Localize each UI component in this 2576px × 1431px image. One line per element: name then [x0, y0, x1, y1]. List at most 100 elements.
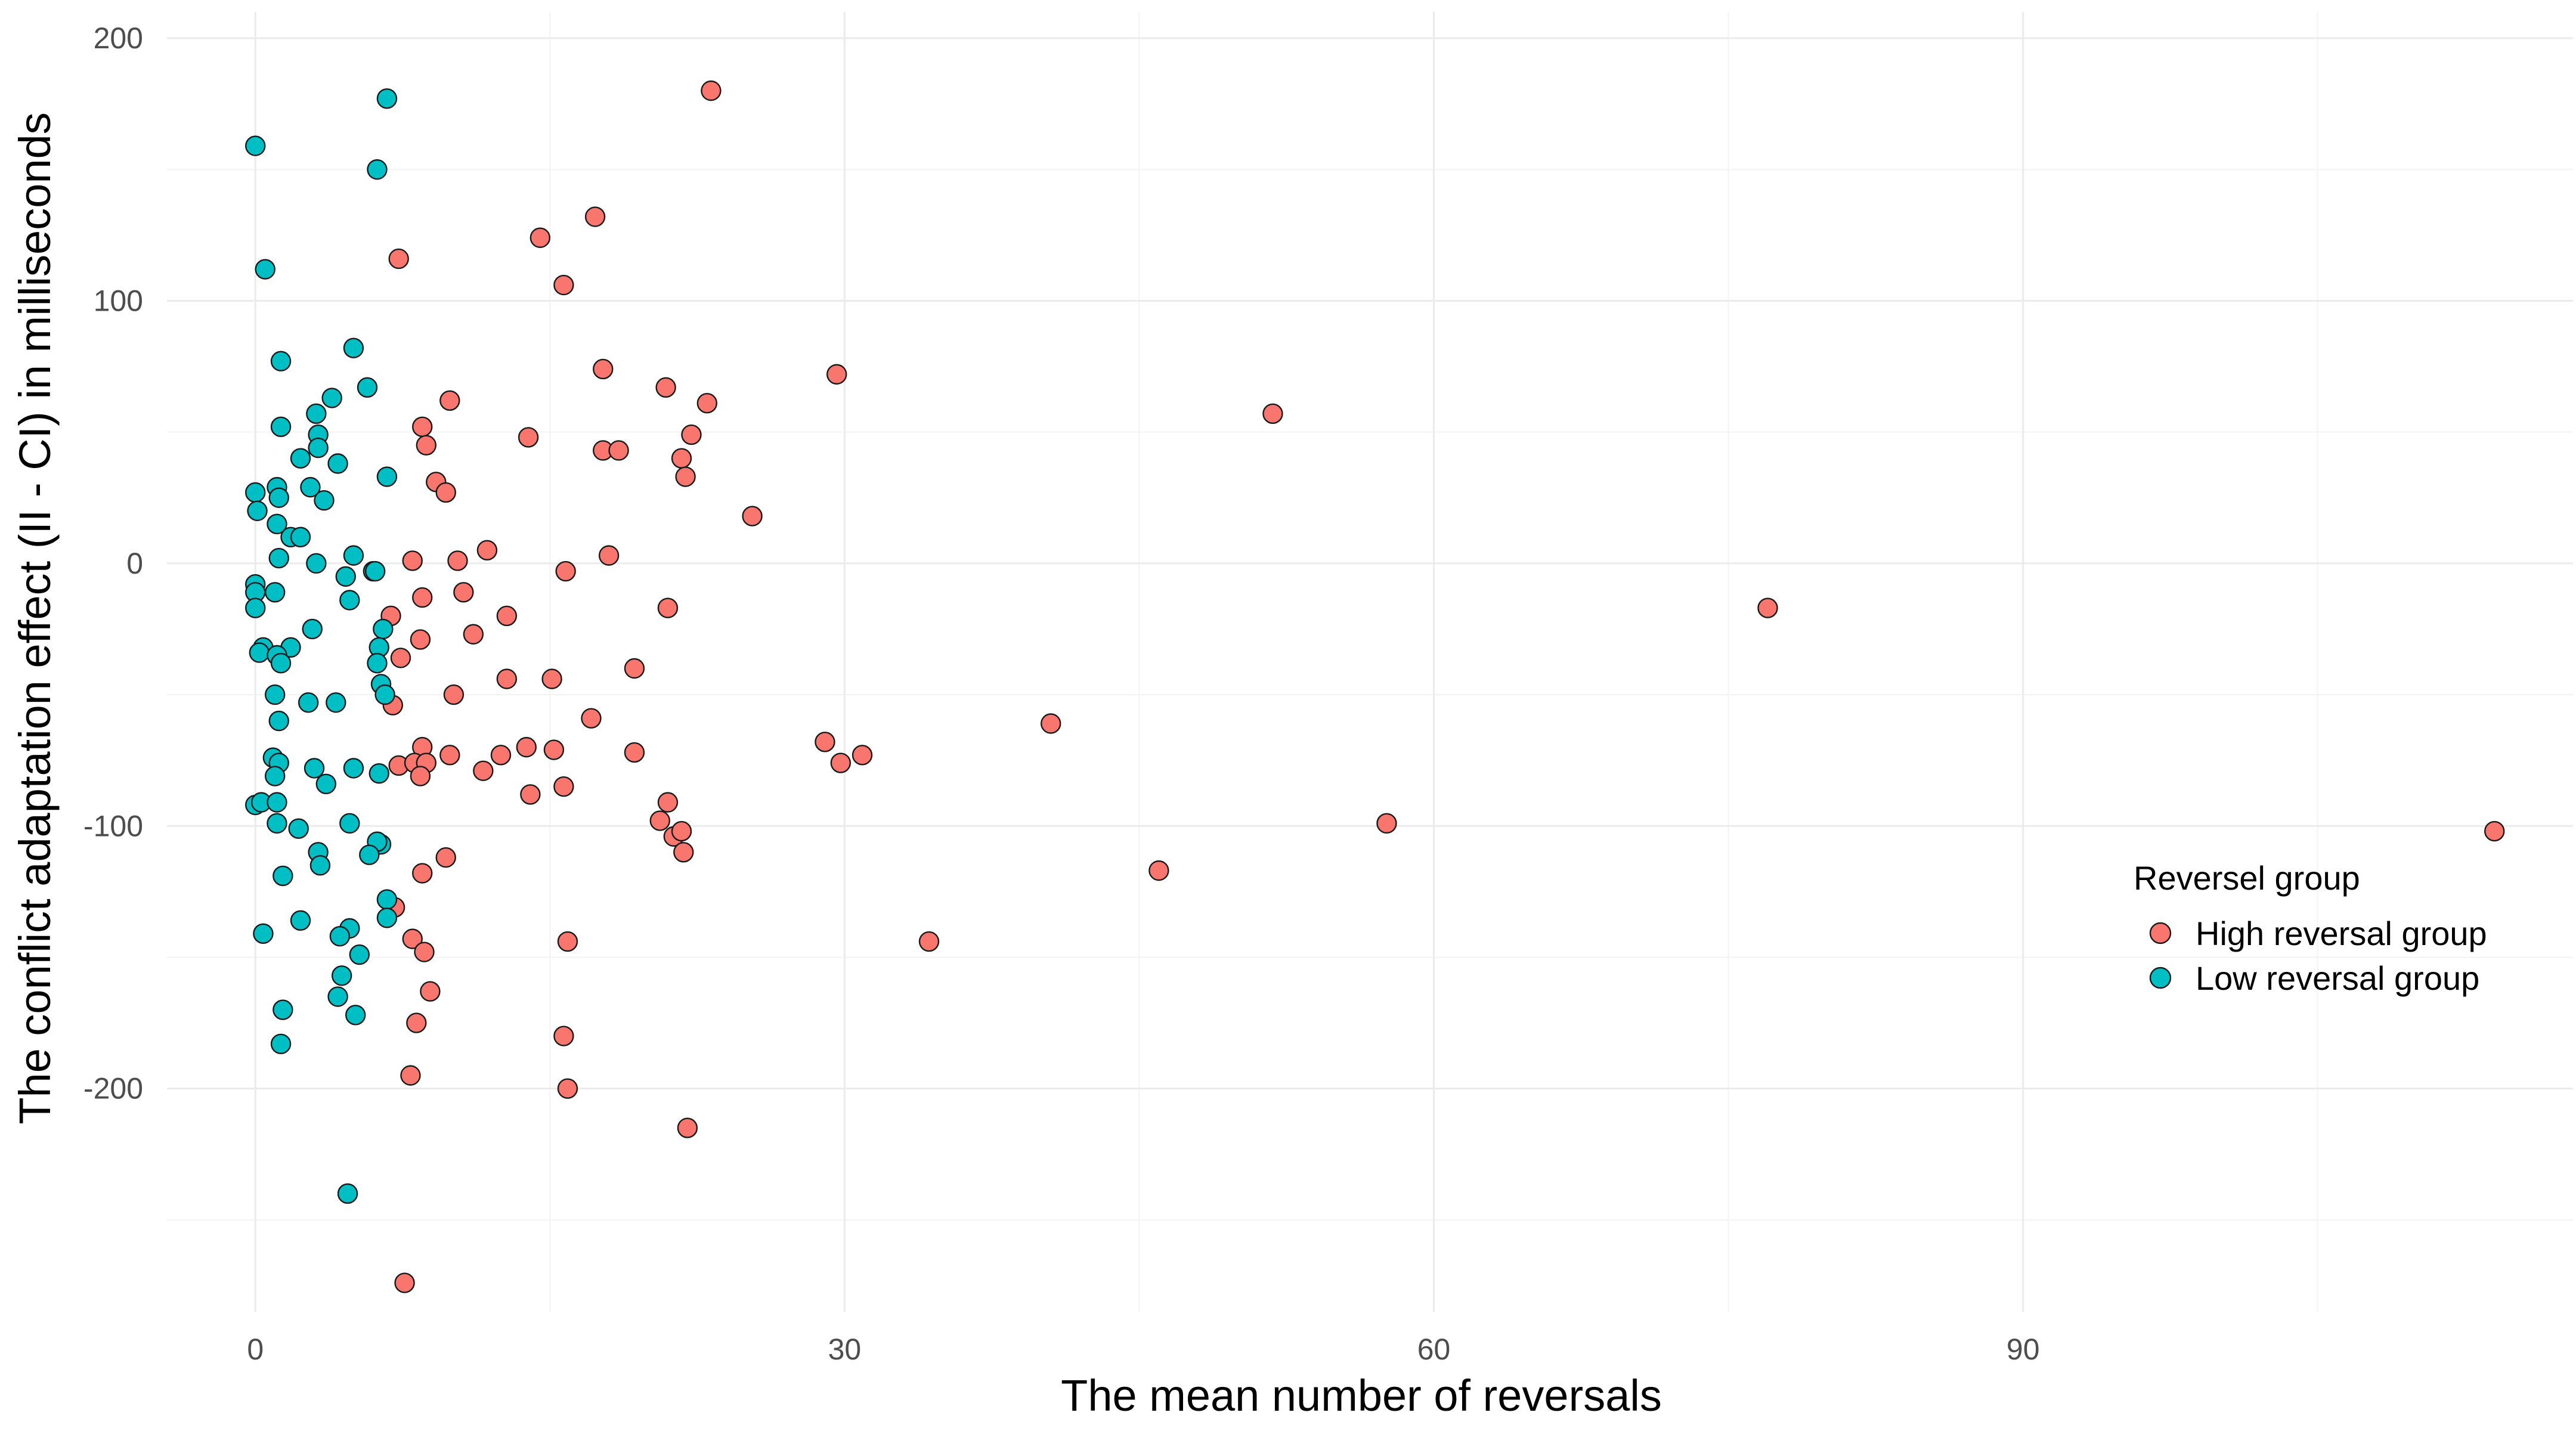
high-reversal-point	[435, 482, 456, 503]
low-reversal-point	[255, 259, 275, 280]
data-points	[245, 80, 2505, 1293]
low-reversal-point	[270, 351, 292, 371]
low-reversal-point	[335, 566, 356, 587]
high-reversal-point	[830, 752, 852, 773]
high-reversal-point	[655, 377, 676, 398]
high-reversal-point	[1376, 813, 1397, 834]
x-axis-title: The mean number of reversals	[1061, 1371, 1662, 1420]
low-reversal-point	[326, 692, 346, 713]
high-reversal-point	[624, 658, 645, 679]
high-reversal-point	[677, 1117, 698, 1138]
high-reversal-point	[1148, 860, 1169, 881]
x-tick-label: 90	[2007, 1333, 2040, 1366]
high-reversal-point	[420, 981, 441, 1002]
low-reversal-point	[373, 618, 394, 640]
high-reversal-point	[402, 928, 423, 949]
x-tick-label: 0	[247, 1333, 264, 1366]
low-reversal-point	[337, 1183, 358, 1204]
high-reversal-point	[394, 1272, 415, 1293]
high-reversal-point	[518, 427, 539, 448]
low-reversal-point	[290, 910, 311, 931]
high-reversal-point	[557, 1078, 578, 1099]
high-reversal-point	[696, 393, 718, 414]
high-reversal-point	[516, 736, 537, 758]
high-reversal-point	[439, 390, 460, 411]
high-reversal-point	[557, 931, 578, 952]
high-reversal-point	[490, 745, 512, 766]
low-reversal-point	[270, 653, 292, 674]
high-reversal-point	[815, 732, 835, 752]
y-axis-tick-labels: -200 -100 0 100 200	[83, 21, 143, 1105]
high-reversal-point	[553, 274, 574, 296]
low-reversal-point	[267, 792, 287, 813]
low-reversal-point	[329, 926, 351, 947]
low-reversal-point	[304, 758, 325, 779]
low-reversal-point	[376, 907, 398, 928]
low-reversal-point	[253, 923, 274, 944]
high-reversal-point	[530, 227, 551, 248]
high-reversal-point	[476, 540, 498, 561]
y-tick-label: 0	[126, 547, 143, 580]
high-reversal-point	[414, 941, 435, 962]
low-reversal-point	[339, 813, 360, 834]
low-reversal-point	[343, 337, 364, 358]
y-tick-label: 200	[94, 21, 143, 55]
y-tick-label: -100	[83, 809, 143, 843]
high-reversal-point	[2484, 820, 2505, 842]
low-reversal-point	[315, 773, 337, 794]
low-reversal-point	[247, 500, 268, 521]
high-reversal-point	[742, 506, 763, 526]
low-reversal-point	[264, 684, 286, 705]
low-reversal-point	[245, 135, 266, 156]
y-axis-title: The conflict adaptation effect (II - CI)…	[10, 112, 60, 1124]
low-reversal-point	[345, 1005, 366, 1026]
legend-key-high-reversal-group	[2149, 922, 2172, 944]
y-tick-label: -200	[83, 1072, 143, 1105]
low-reversal-point	[331, 965, 352, 986]
low-reversal-point	[367, 653, 388, 674]
high-reversal-point	[918, 931, 940, 952]
low-reversal-point	[327, 453, 348, 474]
low-reversal-point	[270, 416, 292, 438]
low-reversal-point	[267, 513, 287, 534]
low-reversal-point	[359, 844, 380, 865]
low-reversal-point	[267, 813, 287, 834]
low-reversal-point	[339, 590, 360, 611]
high-reversal-point	[553, 776, 574, 797]
high-reversal-point	[496, 668, 518, 689]
low-reversal-point	[376, 88, 398, 109]
high-reversal-point	[673, 842, 694, 863]
high-reversal-point	[852, 745, 873, 766]
low-reversal-point	[327, 986, 348, 1007]
grid-lines	[167, 12, 2573, 1312]
x-tick-label: 60	[1417, 1333, 1451, 1366]
high-reversal-point	[608, 440, 629, 461]
low-reversal-point	[249, 642, 270, 663]
low-reversal-point	[306, 403, 327, 425]
low-reversal-point	[343, 758, 364, 779]
low-reversal-point	[302, 618, 323, 640]
high-reversal-point	[598, 545, 620, 566]
legend-key-low-reversal-group	[2149, 967, 2172, 989]
high-reversal-point	[649, 810, 670, 831]
low-reversal-point	[343, 545, 364, 566]
legend-title: Reversel group	[2134, 859, 2360, 897]
high-reversal-point	[593, 358, 614, 380]
high-reversal-point	[435, 847, 456, 868]
low-reversal-point	[309, 855, 331, 876]
high-reversal-point	[1262, 403, 1283, 425]
high-reversal-point	[675, 466, 696, 487]
low-reversal-point	[374, 684, 395, 705]
low-reversal-point	[369, 763, 389, 784]
low-reversal-point	[367, 159, 388, 180]
high-reversal-point	[412, 587, 433, 608]
high-reversal-point	[701, 80, 722, 101]
high-reversal-point	[443, 684, 465, 705]
legend-label-high-reversal-group: High reversal group	[2196, 915, 2487, 952]
high-reversal-point	[439, 745, 460, 766]
low-reversal-point	[321, 388, 342, 408]
legend-label-low-reversal-group: Low reversal group	[2196, 959, 2479, 997]
high-reversal-point	[496, 605, 518, 627]
